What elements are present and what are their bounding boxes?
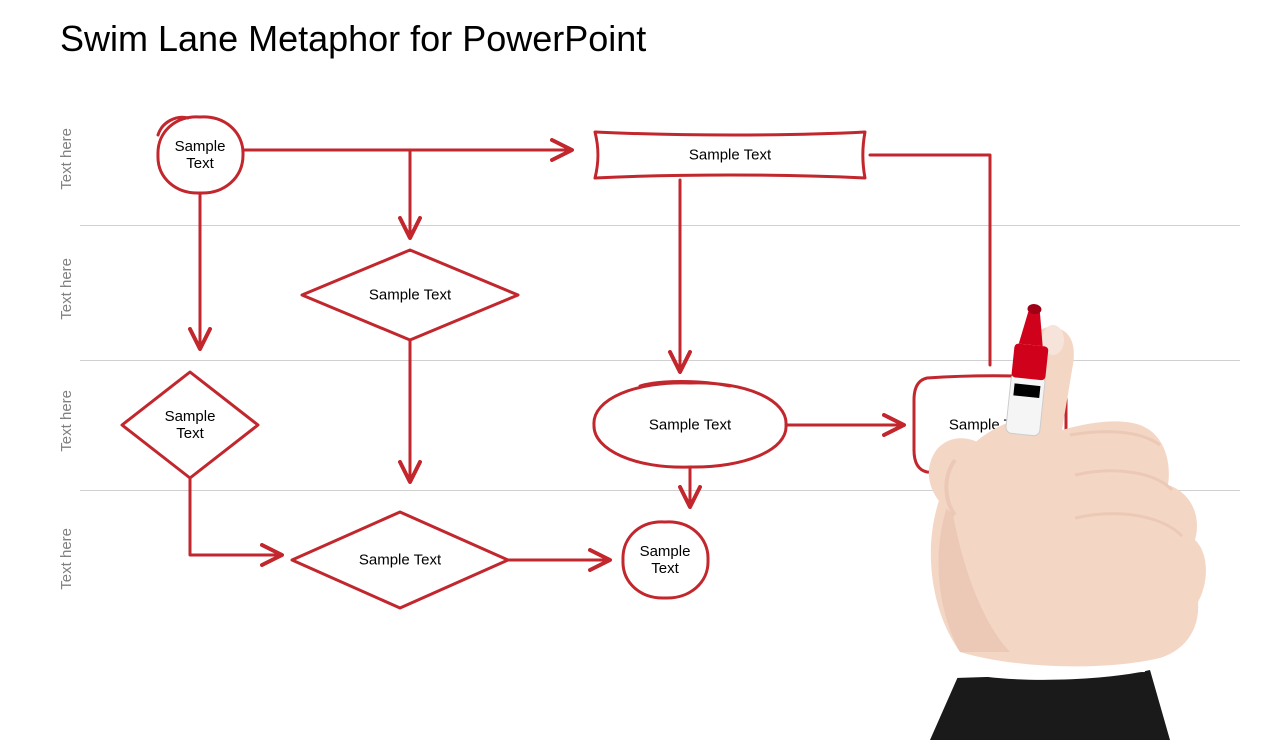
node-n5-label: Sample Text bbox=[620, 416, 760, 433]
edges-group bbox=[190, 150, 990, 560]
lane-label-1: Text here bbox=[58, 128, 75, 190]
page-title: Swim Lane Metaphor for PowerPoint bbox=[60, 18, 646, 60]
node-n4-label: Sample Text bbox=[150, 408, 230, 443]
lane-divider-1 bbox=[80, 225, 1240, 226]
node-n3-label: Sample Text bbox=[340, 286, 480, 303]
lane-label-3: Text here bbox=[58, 390, 75, 452]
node-n8-label: Sample Text bbox=[630, 543, 700, 578]
node-n1-label: Sample Text bbox=[165, 138, 235, 173]
lane-label-4: Text here bbox=[58, 528, 75, 590]
edge-e6 bbox=[870, 155, 990, 365]
node-n6-label: Sample Text bbox=[940, 416, 1040, 433]
lane-divider-3 bbox=[80, 490, 1240, 491]
nodes-group bbox=[122, 117, 1066, 608]
node-n2-label: Sample Text bbox=[630, 146, 830, 163]
node-n7-label: Sample Text bbox=[350, 551, 450, 568]
lane-label-2: Text here bbox=[58, 258, 75, 320]
edge-e9 bbox=[190, 477, 280, 555]
lane-divider-2 bbox=[80, 360, 1240, 361]
